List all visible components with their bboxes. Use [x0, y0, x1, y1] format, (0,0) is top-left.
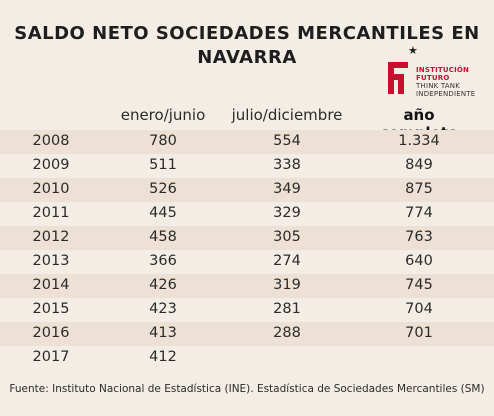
year-cell: 2010	[32, 181, 70, 197]
first-half-cell: 423	[149, 301, 177, 317]
second-half-cell: 349	[273, 181, 301, 197]
data-table: enero/junio julio/diciembre año completo…	[0, 104, 494, 370]
first-half-cell: 413	[149, 325, 177, 341]
table-row: 2016 413 288 701	[0, 322, 494, 346]
full-year-cell: 640	[405, 253, 433, 269]
second-half-cell: 274	[273, 253, 301, 269]
header-second-half: julio/diciembre	[231, 106, 343, 124]
full-year-cell: 875	[405, 181, 433, 197]
title-line-1: SALDO NETO SOCIEDADES MERCANTILES EN	[14, 23, 480, 44]
table-row: 2013 366 274 640	[0, 250, 494, 274]
year-cell: 2016	[32, 325, 70, 341]
first-half-cell: 366	[149, 253, 177, 269]
table-header: enero/junio julio/diciembre año completo	[0, 104, 494, 142]
table-row: 2008 780 554 1.334	[0, 130, 494, 154]
logo-text-line-3: THINK TANK	[416, 82, 461, 90]
year-cell: 2017	[32, 349, 70, 365]
first-half-cell: 426	[149, 277, 177, 293]
table-row: 2010 526 349 875	[0, 178, 494, 202]
source-note: Fuente: Instituto Nacional de Estadístic…	[9, 383, 485, 395]
logo-mark-icon	[388, 62, 408, 94]
full-year-cell: 774	[405, 205, 433, 221]
full-year-cell: 763	[405, 229, 433, 245]
institucion-futuro-logo: ★ INSTITUCIÓN FUTURO THINK TANK INDEPEND…	[386, 44, 494, 100]
table-row: 2011 445 329 774	[0, 202, 494, 226]
first-half-cell: 445	[149, 205, 177, 221]
logo-text-line-1: INSTITUCIÓN	[416, 66, 470, 74]
logo-text-line-2: FUTURO	[416, 74, 450, 82]
header-first-half: enero/junio	[120, 106, 206, 124]
first-half-cell: 412	[149, 349, 177, 365]
year-cell: 2014	[32, 277, 70, 293]
year-cell: 2012	[32, 229, 70, 245]
second-half-cell: 288	[273, 325, 301, 341]
star-icon: ★	[408, 44, 418, 57]
full-year-cell: 704	[405, 301, 433, 317]
first-half-cell: 511	[149, 157, 177, 173]
title-line-2: NAVARRA	[197, 47, 297, 68]
second-half-cell: 305	[273, 229, 301, 245]
first-half-cell: 526	[149, 181, 177, 197]
second-half-cell: 338	[273, 157, 301, 173]
second-half-cell: 281	[273, 301, 301, 317]
year-cell: 2015	[32, 301, 70, 317]
table-row: 2017 412	[0, 346, 494, 370]
table-row: 2015 423 281 704	[0, 298, 494, 322]
logo-text-line-4: INDEPENDIENTE	[416, 90, 476, 98]
table-body: 2008 780 554 1.334 2009 511 338 849 2010 526 349 87…	[0, 130, 494, 370]
first-half-cell: 780	[149, 133, 177, 149]
second-half-cell: 554	[273, 133, 301, 149]
full-year-cell: 849	[405, 157, 433, 173]
year-cell: 2013	[32, 253, 70, 269]
table-row: 2012 458 305 763	[0, 226, 494, 250]
table-row: 2009 511 338 849	[0, 154, 494, 178]
year-cell: 2008	[32, 133, 70, 149]
second-half-cell: 329	[273, 205, 301, 221]
page-title: SALDO NETO SOCIEDADES MERCANTILES EN NAV…	[0, 22, 494, 70]
year-cell: 2009	[32, 157, 70, 173]
full-year-cell: 701	[405, 325, 433, 341]
full-year-cell: 745	[405, 277, 433, 293]
second-half-cell: 319	[273, 277, 301, 293]
year-cell: 2011	[32, 205, 70, 221]
full-year-cell: 1.334	[398, 133, 440, 149]
table-row: 2014 426 319 745	[0, 274, 494, 298]
first-half-cell: 458	[149, 229, 177, 245]
